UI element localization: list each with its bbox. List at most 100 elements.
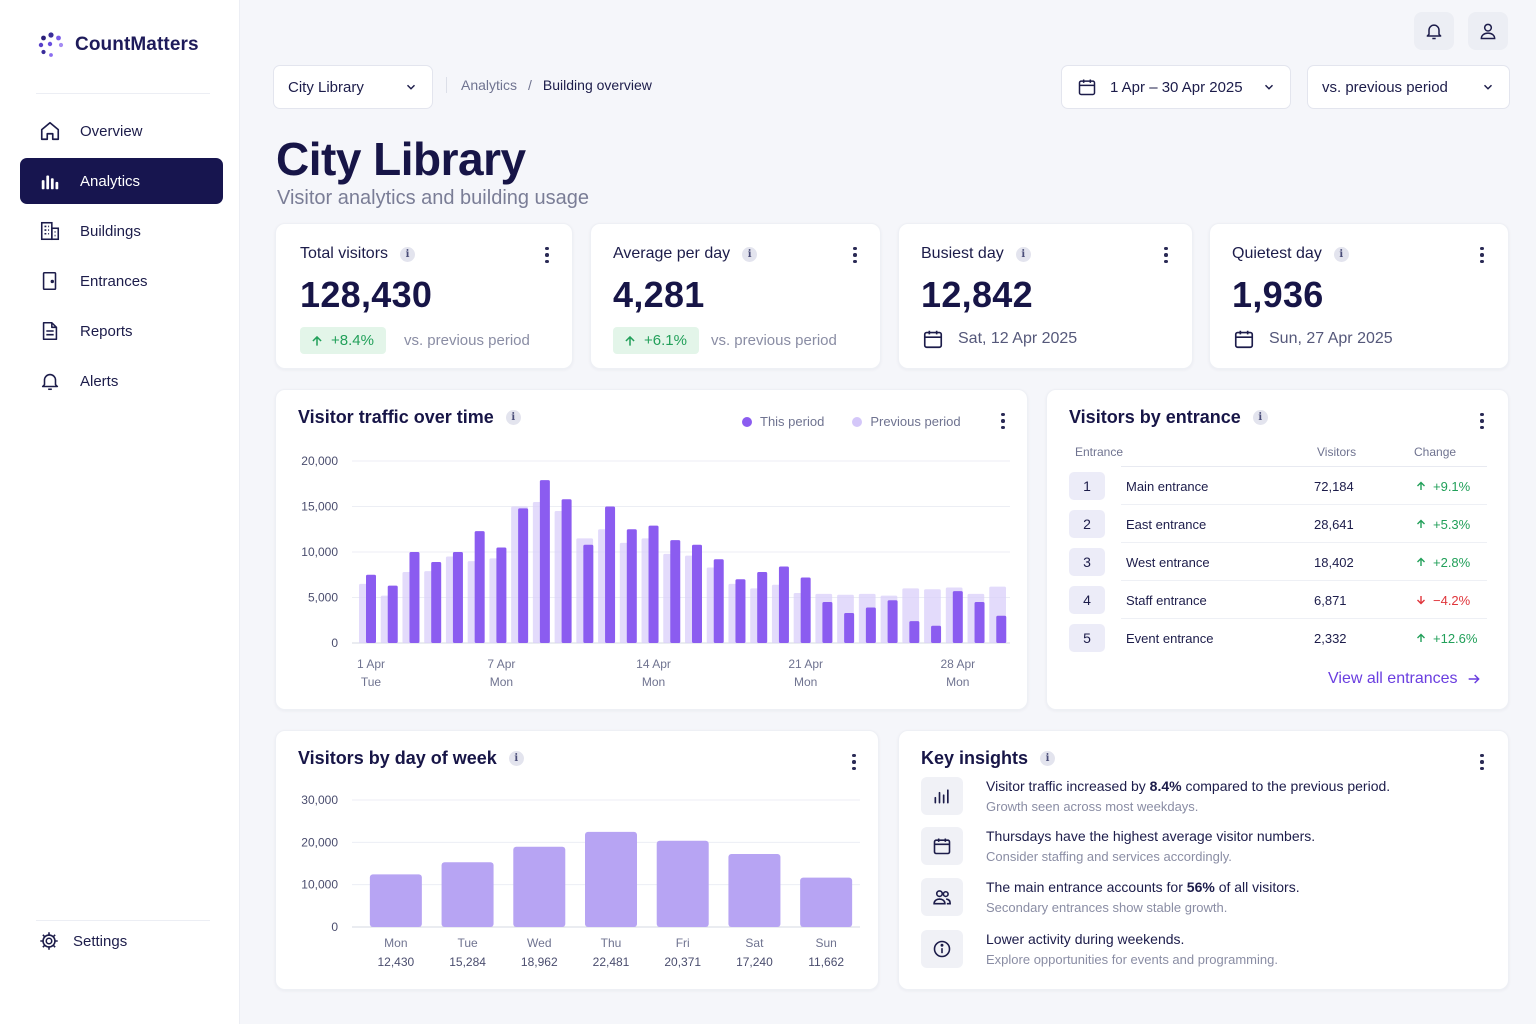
table-row[interactable]: 4 Staff entrance 6,871 −4.2% [1069, 581, 1487, 619]
info-icon[interactable]: i [742, 246, 758, 262]
rank-badge: 1 [1069, 472, 1105, 500]
sidebar-item-reports[interactable]: Reports [20, 308, 223, 354]
chart-legend: This period Previous period [742, 414, 961, 429]
info-icon[interactable]: i [1252, 410, 1268, 425]
card-title-text: Key insights [921, 748, 1029, 768]
breadcrumb-separator: / [528, 77, 532, 93]
card-menu-button[interactable] [1158, 244, 1174, 266]
compare-select[interactable]: vs. previous period [1307, 65, 1510, 109]
y-tick-label: 0 [331, 920, 338, 934]
notifications-button[interactable] [1414, 12, 1454, 50]
bell-icon [38, 369, 62, 393]
legend-swatch-this-period [742, 416, 752, 427]
sidebar-item-label: Entrances [80, 272, 148, 290]
kpi-delta: +8.4% vs. previous period [300, 327, 530, 354]
sidebar-item-buildings[interactable]: Buildings [20, 208, 223, 254]
table-row[interactable]: 2 East entrance 28,641 +5.3% [1069, 505, 1487, 543]
card-menu-button[interactable] [539, 244, 555, 266]
page-subtitle: Visitor analytics and building usage [277, 187, 590, 209]
date-range-picker[interactable]: 1 Apr – 30 Apr 2025 [1061, 65, 1291, 109]
data-label: 12,430 [378, 955, 415, 969]
x-tick-label: 28 Apr [940, 657, 975, 671]
settings-button[interactable]: Settings [38, 930, 127, 952]
info-icon[interactable]: i [1333, 246, 1349, 262]
this-period-bar [757, 572, 768, 643]
card-title: Key insights i [921, 748, 1056, 769]
table-row[interactable]: 3 West entrance 18,402 +2.8% [1069, 543, 1487, 581]
weekday-chart-card: Visitors by day of week i 0 10,000 20,000 3… [275, 730, 879, 990]
card-menu-button[interactable] [846, 751, 862, 773]
kpi-value: 1,936 [1232, 274, 1324, 315]
account-button[interactable] [1468, 12, 1508, 50]
kpi-label-text: Busiest day [921, 245, 1004, 262]
entrance-visitors: 72,184 [1314, 478, 1354, 494]
weekday-chart: 0 10,000 20,000 30,000 Mon 12,430 Tue 15,284 Wed… [301, 793, 860, 969]
weekday-bar [585, 831, 637, 927]
info-icon[interactable]: i [1040, 751, 1056, 766]
this-period-bar [844, 612, 855, 643]
info-icon[interactable]: i [400, 246, 416, 262]
info-icon[interactable]: i [508, 751, 524, 766]
settings-label: Settings [73, 932, 128, 950]
entrances-card: Visitors by entrance i Entrance Visitors… [1046, 389, 1509, 710]
delta-value: +8.4% [331, 332, 374, 349]
info-icon[interactable]: i [505, 410, 521, 425]
sidebar-item-analytics[interactable]: Analytics [20, 158, 223, 204]
data-label: 18,962 [521, 955, 558, 969]
entrance-name: Main entrance [1126, 478, 1209, 494]
building-select[interactable]: City Library [273, 65, 433, 109]
insight-text: The main entrance accounts for 56% of al… [986, 879, 1300, 895]
sidebar-divider [36, 920, 210, 921]
card-menu-button[interactable] [1474, 751, 1490, 773]
page-title: City Library [276, 133, 526, 185]
sidebar-item-alerts[interactable]: Alerts [20, 358, 223, 404]
chevron-down-icon [404, 80, 418, 94]
building-icon [38, 219, 62, 243]
entrance-name: West entrance [1126, 554, 1210, 570]
entrance-change: −4.2% [1415, 593, 1470, 608]
this-period-bar [974, 602, 985, 643]
card-menu-button[interactable] [847, 244, 863, 266]
arrow-up-icon [623, 334, 637, 348]
delta-note: vs. previous period [710, 332, 837, 349]
card-title-text: Visitors by day of week [298, 748, 497, 768]
x-tick-label: Mon [384, 936, 407, 950]
y-tick-label: 0 [331, 636, 338, 650]
card-menu-button[interactable] [1474, 244, 1490, 266]
insights-card: Key insights i Visitor traffic increased… [898, 730, 1509, 990]
insight-item: Thursdays have the highest average visit… [921, 827, 1315, 865]
sidebar-nav: Overview Analytics Buildings Entrances R… [20, 108, 223, 408]
sidebar: CountMatters Overview Analytics Building… [0, 0, 240, 1024]
building-select-value: City Library [288, 78, 364, 96]
insight-text: Lower activity during weekends. [986, 931, 1278, 947]
kpi-delta: +6.1% vs. previous period [613, 327, 837, 354]
table-row[interactable]: 5 Event entrance 2,332 +12.6% [1069, 619, 1487, 657]
this-period-bar [887, 600, 898, 643]
change-value: +5.3% [1433, 516, 1471, 532]
arrow-up-icon [310, 334, 324, 348]
x-tick-label: Thu [601, 936, 622, 950]
app-name: CountMatters [75, 34, 199, 55]
chevron-down-icon [1262, 80, 1276, 94]
this-period-bar [822, 602, 833, 643]
change-value: +9.1% [1433, 478, 1471, 494]
breadcrumb-analytics[interactable]: Analytics [461, 77, 518, 93]
sidebar-item-overview[interactable]: Overview [20, 108, 223, 154]
door-icon [38, 269, 62, 293]
kpi-value: 12,842 [921, 274, 1033, 315]
insight-subtext: Consider staffing and services according… [986, 849, 1232, 864]
card-menu-button[interactable] [995, 410, 1011, 432]
card-menu-button[interactable] [1474, 410, 1490, 432]
delta-note: vs. previous period [403, 332, 530, 349]
sidebar-item-entrances[interactable]: Entrances [20, 258, 223, 304]
view-all-entrances-link[interactable]: View all entrances [1328, 670, 1482, 688]
app-logo[interactable]: CountMatters [36, 30, 199, 60]
table-row[interactable]: 1 Main entrance 72,184 +9.1% [1069, 467, 1487, 505]
x-tick-label: Sun [815, 936, 836, 950]
kpi-label-text: Quietest day [1232, 245, 1322, 262]
bar-chart-icon [921, 777, 963, 815]
info-icon[interactable]: i [1015, 246, 1031, 262]
this-period-bar [865, 607, 876, 643]
home-icon [38, 119, 62, 143]
data-label: 20,371 [664, 955, 701, 969]
